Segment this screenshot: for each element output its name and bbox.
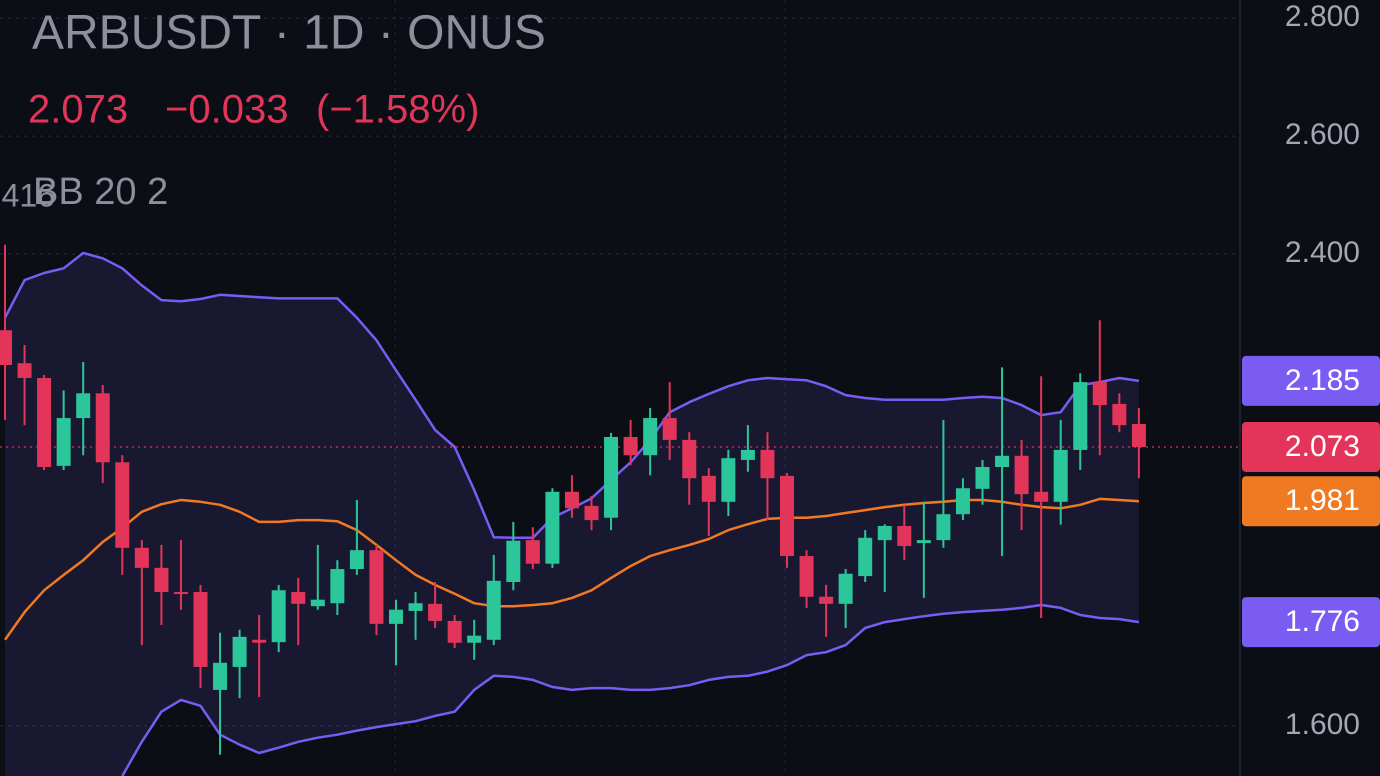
y-tick-label: 2.600	[1285, 118, 1360, 151]
candle-body	[76, 393, 91, 419]
candle-body	[330, 569, 345, 604]
candle-body	[56, 418, 71, 466]
price-tag-label: 2.073	[1285, 430, 1360, 463]
last-price: 2.073	[28, 88, 128, 132]
candle-body	[389, 609, 403, 624]
candle-body	[232, 636, 247, 667]
candle-body	[1112, 403, 1127, 426]
price-tag	[1242, 355, 1380, 406]
candle-body	[213, 662, 228, 690]
candle-body	[17, 363, 32, 378]
price-tag-label: 1.981	[1285, 484, 1360, 517]
overlay: ARBUSDT · 1D · ONUS 2.073 −0.033 (−1.58%…	[0, 7, 546, 776]
indicator-label: BB 20 2	[33, 171, 168, 213]
candle-body	[955, 488, 970, 515]
candle-body	[37, 377, 52, 468]
candle-body	[486, 580, 501, 640]
candle-body	[740, 449, 755, 460]
candle-body	[545, 491, 560, 564]
candle-body	[995, 455, 1010, 468]
candle-body	[1092, 382, 1107, 406]
candle-body	[173, 592, 188, 595]
candle-body	[95, 393, 110, 463]
y-tick-label: 2.800	[1285, 0, 1360, 33]
candle-body	[877, 525, 892, 541]
candle-body	[349, 550, 364, 570]
candle-body	[1014, 455, 1029, 495]
candle-body	[154, 567, 169, 593]
candle-body	[701, 475, 716, 502]
candle-body	[1053, 449, 1068, 502]
candle-body	[858, 537, 873, 577]
candle-body	[428, 603, 443, 621]
y-tick-label: 1.600	[1285, 708, 1360, 741]
candle-body	[134, 547, 149, 568]
candle-body	[408, 603, 423, 611]
candle-body	[760, 449, 775, 479]
candle-body	[897, 525, 912, 547]
candle-body	[310, 599, 325, 607]
candle-body	[115, 462, 130, 548]
candle-body	[0, 330, 12, 366]
candle-body	[369, 550, 384, 624]
candle-body	[564, 491, 579, 509]
candle-body	[1034, 491, 1049, 502]
price-tag	[1242, 476, 1380, 527]
candle-body	[252, 639, 267, 643]
candle-body	[193, 592, 208, 667]
candle-body	[604, 436, 619, 518]
candle-body	[467, 635, 482, 643]
candle-body	[819, 596, 834, 604]
chart-title: ARBUSDT · 1D · ONUS	[32, 7, 546, 60]
price-tag-label: 2.185	[1285, 364, 1360, 397]
candle-body	[1131, 423, 1146, 447]
lower-band-line	[121, 603, 1140, 776]
candle-body	[291, 592, 306, 604]
low-annotation: 1.551	[182, 773, 262, 776]
price-tag	[1242, 597, 1380, 648]
candle-body	[584, 505, 599, 521]
candle-body	[662, 418, 677, 440]
candle-body	[506, 540, 521, 582]
candle-body	[643, 418, 658, 456]
candle-body	[447, 620, 462, 643]
candle-body	[780, 475, 794, 557]
candle-body	[916, 540, 931, 544]
basis-line	[3, 497, 1139, 641]
price-change-percent: (−1.58%)	[316, 88, 479, 132]
candle-body	[975, 467, 990, 489]
candle-body	[682, 439, 697, 479]
candle-body	[838, 573, 853, 604]
price-tag-label: 1.776	[1285, 605, 1360, 638]
candle-body	[799, 556, 814, 597]
candle-body	[525, 540, 540, 564]
price-tag	[1242, 421, 1380, 472]
candle-body	[271, 590, 286, 643]
high-annotation: 2.416	[0, 177, 55, 213]
candle-body	[721, 458, 736, 502]
candle-body	[623, 436, 638, 456]
plot-area	[0, 17, 1240, 776]
candle-body	[1073, 382, 1088, 450]
candle-body	[936, 514, 951, 541]
y-tick-label: 2.400	[1285, 236, 1360, 269]
price-change: −0.033	[165, 88, 288, 132]
